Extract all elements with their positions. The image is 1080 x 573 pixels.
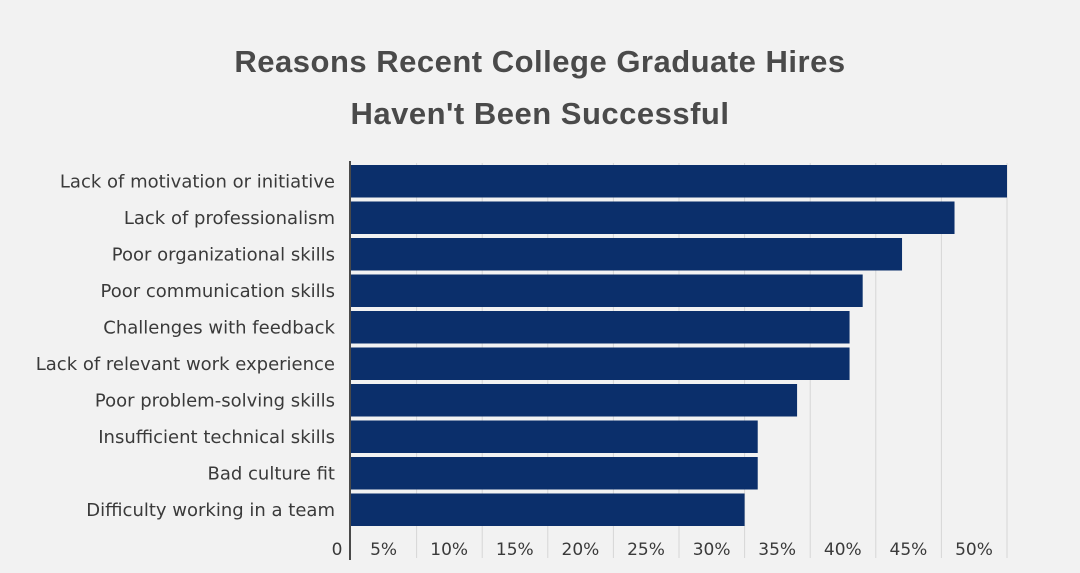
chart-title-line-1: Reasons Recent College Graduate Hires: [234, 44, 846, 79]
x-tick-label: 45%: [890, 540, 928, 560]
x-tick-label: 35%: [758, 540, 796, 560]
bar: [351, 165, 1007, 198]
x-tick-label: 0: [332, 540, 343, 560]
x-tick-label: 25%: [627, 540, 665, 560]
bar: [351, 238, 903, 271]
category-label: Lack of relevant work experience: [36, 354, 335, 375]
bar: [351, 201, 955, 234]
chart-title-line-2: Haven't Been Successful: [350, 96, 730, 131]
x-tick-label: 20%: [562, 540, 600, 560]
bar: [351, 384, 798, 417]
bar: [351, 420, 758, 453]
bar: [351, 311, 850, 344]
category-label: Insufficient technical skills: [98, 427, 335, 448]
category-label: Bad culture fit: [208, 463, 336, 484]
category-label: Challenges with feedback: [103, 317, 335, 338]
bar: [351, 457, 758, 490]
x-tick-label: 10%: [430, 540, 468, 560]
category-label: Poor communication skills: [101, 281, 335, 302]
bar: [351, 493, 745, 526]
x-tick-label: 15%: [496, 540, 534, 560]
x-tick-label: 40%: [824, 540, 862, 560]
category-label: Difficulty working in a team: [86, 500, 335, 521]
bar: [351, 274, 863, 307]
x-tick-label: 30%: [693, 540, 731, 560]
category-label: Lack of motivation or initiative: [60, 171, 335, 192]
x-tick-label: 5%: [370, 540, 397, 560]
category-label: Poor organizational skills: [112, 244, 335, 265]
category-label: Poor problem-solving skills: [95, 390, 335, 411]
bar: [351, 347, 850, 380]
category-label: Lack of professionalism: [124, 208, 335, 229]
x-tick-label: 50%: [955, 540, 993, 560]
